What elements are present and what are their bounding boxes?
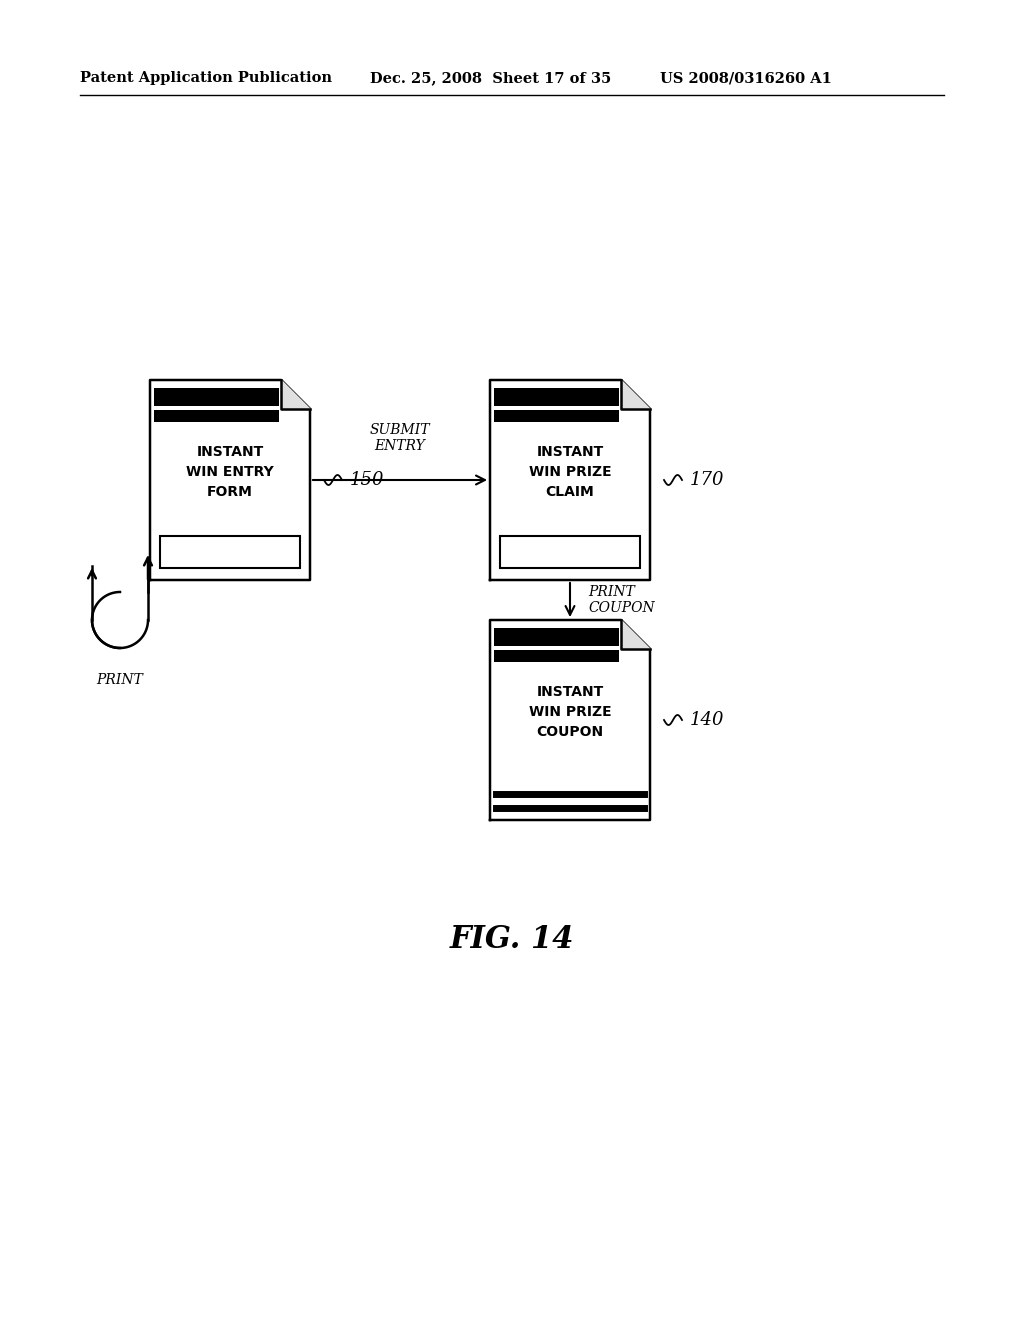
- Bar: [160, 536, 300, 568]
- Text: INSTANT
WIN ENTRY
FORM: INSTANT WIN ENTRY FORM: [186, 446, 273, 499]
- Bar: [494, 649, 620, 663]
- Bar: [154, 411, 280, 422]
- Text: 150: 150: [350, 471, 384, 488]
- Bar: [154, 388, 280, 407]
- Text: FIG. 14: FIG. 14: [450, 924, 574, 956]
- Bar: [494, 628, 620, 645]
- Text: US 2008/0316260 A1: US 2008/0316260 A1: [660, 71, 831, 84]
- Polygon shape: [282, 380, 310, 409]
- Polygon shape: [490, 620, 650, 820]
- Polygon shape: [622, 620, 650, 649]
- Polygon shape: [150, 380, 310, 579]
- Text: SUBMIT
ENTRY: SUBMIT ENTRY: [370, 422, 430, 453]
- Text: PRINT: PRINT: [96, 673, 143, 686]
- Text: 170: 170: [690, 471, 725, 488]
- Bar: [494, 411, 620, 422]
- Bar: [494, 388, 620, 407]
- Text: INSTANT
WIN PRIZE
COUPON: INSTANT WIN PRIZE COUPON: [528, 685, 611, 738]
- Text: PRINT
COUPON: PRINT COUPON: [588, 585, 654, 615]
- Bar: [500, 536, 640, 568]
- Text: Patent Application Publication: Patent Application Publication: [80, 71, 332, 84]
- Text: 140: 140: [690, 711, 725, 729]
- Polygon shape: [622, 380, 650, 409]
- Polygon shape: [490, 380, 650, 579]
- Text: INSTANT
WIN PRIZE
CLAIM: INSTANT WIN PRIZE CLAIM: [528, 446, 611, 499]
- Text: Dec. 25, 2008  Sheet 17 of 35: Dec. 25, 2008 Sheet 17 of 35: [370, 71, 611, 84]
